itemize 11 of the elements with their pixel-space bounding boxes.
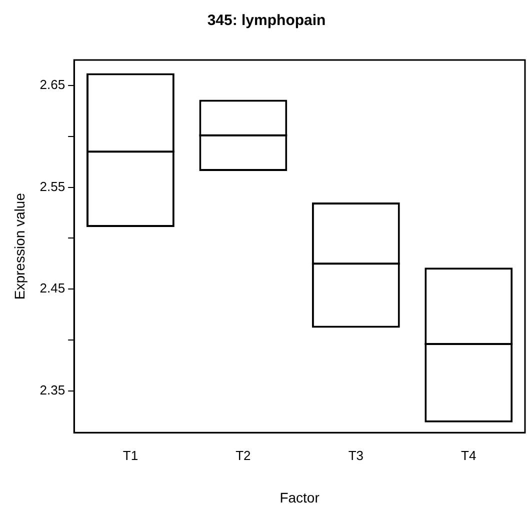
x-tick-label: T4 — [461, 448, 476, 463]
y-axis-title: Expression value — [11, 192, 28, 300]
y-tick-label: 2.55 — [40, 178, 66, 194]
x-tick-label: T3 — [348, 448, 364, 463]
x-tick-label: T2 — [236, 448, 251, 463]
x-axis-title: Factor — [280, 489, 320, 506]
y-tick-label: 2.45 — [40, 280, 66, 296]
y-tick-label: 2.65 — [40, 77, 66, 92]
y-tick-label: 2.35 — [40, 382, 66, 398]
x-tick-label: T1 — [122, 448, 138, 463]
chart-title: 345: lymphopain — [207, 12, 326, 30]
